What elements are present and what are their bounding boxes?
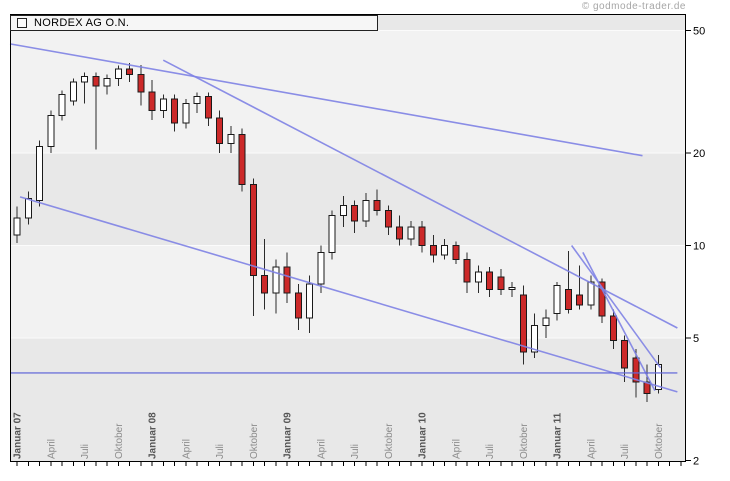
wedge-lower-line <box>582 251 656 392</box>
candle-body <box>159 98 167 111</box>
candle-body <box>486 271 493 290</box>
candle-body <box>519 294 527 353</box>
candle-body <box>36 145 43 202</box>
x-axis-label: April <box>451 439 462 459</box>
candle-body <box>609 315 617 342</box>
x-axis-label: Oktober <box>114 423 125 459</box>
candle-body <box>24 198 32 219</box>
candle-body <box>261 274 268 294</box>
x-axis-label: Juli <box>80 444 91 459</box>
candle-body <box>283 266 291 294</box>
candle-body <box>497 276 505 290</box>
y-axis-label: 2 <box>693 455 699 467</box>
candle-body <box>576 294 583 306</box>
x-axis-label: Juli <box>485 444 496 459</box>
background-band <box>10 245 686 339</box>
x-axis-label: Juli <box>620 444 631 459</box>
x-axis-label: April <box>46 439 57 459</box>
x-axis-label: April <box>181 439 192 459</box>
candle-body <box>632 357 640 383</box>
candle-body <box>272 266 280 294</box>
x-axis-label: Januar 11 <box>553 412 564 459</box>
candle-body <box>126 68 133 76</box>
x-axis-label: Juli <box>350 444 361 459</box>
x-axis-label: Januar 09 <box>283 412 294 459</box>
candle-body <box>441 245 448 256</box>
x-axis-label: Januar 10 <box>418 412 429 459</box>
candle-body <box>531 324 538 353</box>
candle-body <box>114 68 122 79</box>
candle-body <box>148 91 156 111</box>
legend-checkbox-icon[interactable] <box>17 18 27 28</box>
candle-body <box>216 117 223 144</box>
x-axis-label: Oktober <box>654 423 665 459</box>
x-axis-label: Januar 07 <box>13 412 24 459</box>
y-axis-label: 50 <box>693 26 705 38</box>
background-band <box>10 152 686 246</box>
candle-body <box>69 81 77 102</box>
y-axis-label: 20 <box>693 148 705 160</box>
site-watermark: © godmode-trader.de <box>581 1 686 12</box>
candle-body <box>508 287 516 290</box>
candle-body <box>171 98 178 124</box>
candle-body <box>587 281 595 306</box>
lower-channel-line <box>19 196 678 393</box>
candle-body <box>81 75 88 83</box>
x-axis-label: April <box>586 439 597 459</box>
candle-body <box>204 96 212 119</box>
candle-body <box>418 226 426 246</box>
candle-body <box>227 133 235 144</box>
x-axis-label: Oktober <box>519 423 530 459</box>
x-axis-label: Oktober <box>249 423 260 459</box>
plot-frame <box>10 14 686 462</box>
candle-body <box>103 77 111 87</box>
chart-title: NORDEX AG O.N. <box>34 17 130 29</box>
long-resistance-line <box>9 43 643 157</box>
candle-body <box>339 204 347 217</box>
candle-body <box>294 292 302 319</box>
candle-body <box>362 200 370 222</box>
candle-body <box>193 96 201 104</box>
y-axis-label: 5 <box>693 333 699 345</box>
candle-body <box>317 251 325 285</box>
x-axis-label: Oktober <box>384 423 395 459</box>
candle-body <box>182 102 190 124</box>
candle-body <box>643 381 651 394</box>
candle-body <box>452 245 460 261</box>
candle-body <box>238 133 246 185</box>
wedge-upper-line <box>570 245 662 369</box>
x-axis-label: Juli <box>215 444 226 459</box>
main-downtrend-line <box>162 59 678 329</box>
candle-body <box>13 217 21 236</box>
y-axis-label: 10 <box>693 241 705 253</box>
legend-box: NORDEX AG O.N. <box>10 15 378 31</box>
candle-body <box>306 283 313 319</box>
candle-series <box>13 62 662 402</box>
background-band <box>10 338 686 462</box>
candle-body <box>373 200 381 211</box>
candle-body <box>598 281 606 317</box>
candle-body <box>474 271 482 283</box>
candle-body <box>396 226 403 240</box>
x-axis-label: Januar 08 <box>148 412 159 459</box>
candle-body <box>47 114 55 147</box>
candle-body <box>384 209 392 228</box>
candle-body <box>564 288 572 310</box>
candle-body <box>463 259 471 283</box>
background-band <box>10 30 686 153</box>
candle-body <box>542 317 550 326</box>
candle-body <box>249 183 257 276</box>
candle-body <box>429 245 437 256</box>
candle-body <box>58 94 66 116</box>
candle-body <box>92 75 100 87</box>
candle-body <box>328 215 336 253</box>
candle-body <box>137 74 145 93</box>
candle-body <box>407 226 415 240</box>
x-axis-label: April <box>316 439 327 459</box>
candle-body <box>351 204 358 222</box>
candle-body <box>553 285 561 315</box>
candle-body <box>621 340 628 369</box>
